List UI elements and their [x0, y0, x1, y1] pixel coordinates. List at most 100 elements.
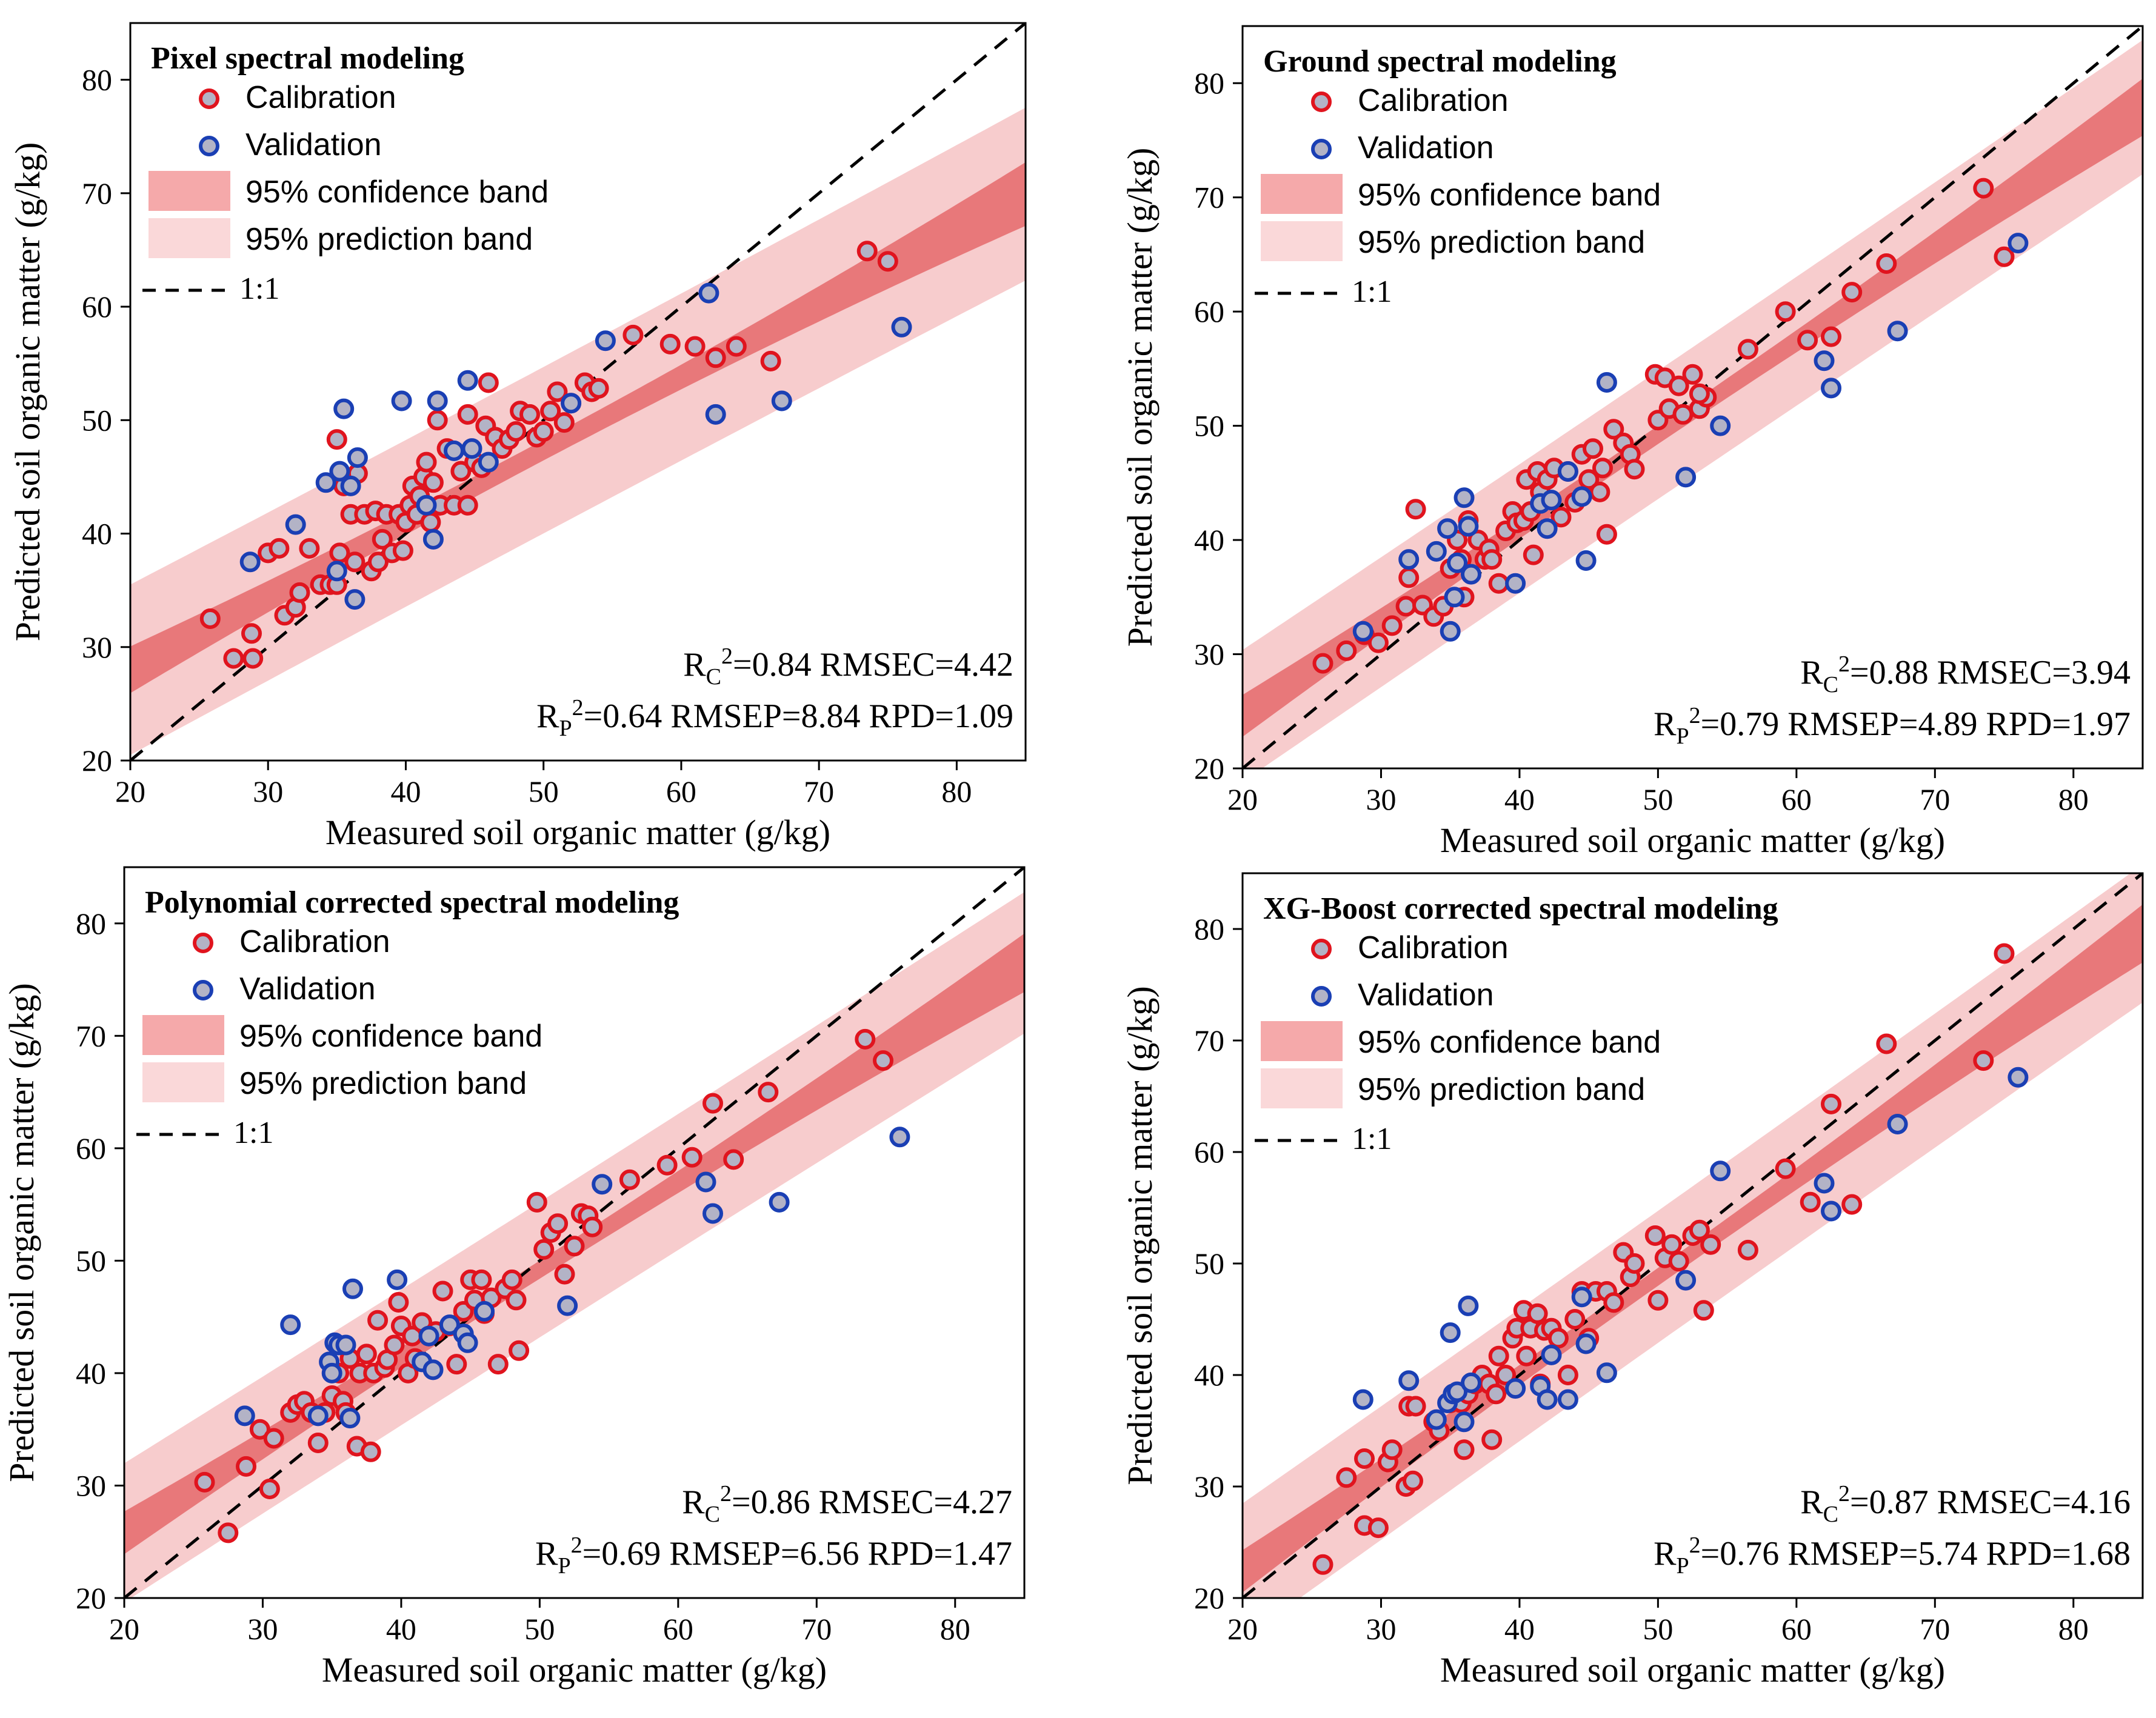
x-axis-label: Measured soil organic matter (g/kg): [1440, 1650, 1945, 1690]
calibration-point: [1624, 1253, 1645, 1274]
validation-stats: RP2=0.69 RMSEP=6.56 RPD=1.47: [535, 1533, 1012, 1579]
calibration-point: [1381, 615, 1403, 636]
calibration-point: [856, 241, 878, 262]
validation-point: [427, 390, 448, 411]
legend-confidence-label: 95% confidence band: [245, 175, 549, 210]
calibration-point: [1367, 1517, 1389, 1539]
x-tick-label: 20: [109, 1612, 139, 1646]
calibration-point: [367, 1310, 389, 1331]
validation-point: [457, 370, 478, 391]
validation-point: [2007, 1067, 2029, 1088]
x-tick-label: 70: [804, 774, 834, 808]
y-tick-label: 20: [76, 1581, 106, 1615]
calibration-point: [619, 1169, 640, 1190]
legend-confidence-swatch: [142, 1015, 224, 1055]
calibration-point: [1523, 544, 1544, 565]
calibration-stats: RC2=0.84 RMSEC=4.42: [683, 644, 1013, 690]
validation-point: [2007, 233, 2029, 254]
y-tick-label: 70: [1194, 181, 1224, 215]
calibration-point: [588, 378, 609, 399]
validation-point: [280, 1314, 301, 1336]
legend-confidence-swatch: [1261, 174, 1343, 214]
legend-confidence-label: 95% confidence band: [239, 1019, 542, 1054]
calibration-point: [1312, 1554, 1333, 1575]
legend-prediction-swatch: [1261, 1068, 1343, 1108]
y-tick-label: 30: [1194, 1470, 1224, 1503]
calibration-point: [1367, 632, 1389, 653]
panel-title: Ground spectral modeling: [1263, 44, 1617, 79]
x-tick-label: 70: [1920, 782, 1950, 816]
calibration-point: [236, 1456, 256, 1477]
calibration-point: [726, 336, 747, 357]
legend-validation-marker: [1311, 986, 1332, 1007]
legend-validation-label: Validation: [1358, 130, 1494, 165]
x-tick-label: 60: [663, 1612, 693, 1646]
validation-point: [1596, 1362, 1617, 1383]
calibration-point: [1589, 481, 1610, 502]
validation-point: [1458, 1295, 1479, 1316]
validation-point: [418, 1325, 439, 1347]
calibration-point: [533, 421, 554, 442]
calibration-point: [1596, 524, 1617, 545]
calibration-point: [450, 461, 472, 482]
y-tick-label: 60: [1194, 1135, 1224, 1169]
calibration-point: [501, 1269, 522, 1290]
validation-point: [1557, 1389, 1578, 1410]
calibration-point: [656, 1154, 678, 1176]
legend-validation-label: Validation: [239, 971, 376, 1007]
y-tick-label: 80: [1194, 912, 1224, 946]
validation-point: [347, 447, 368, 468]
y-tick-label: 20: [1194, 751, 1224, 785]
calibration-point: [705, 347, 726, 368]
y-tick-label: 80: [76, 907, 106, 941]
calibration-point: [553, 412, 575, 433]
validation-point: [1440, 621, 1461, 642]
x-tick-label: 50: [524, 1612, 555, 1646]
calibration-point: [384, 1334, 405, 1356]
calibration-point: [1668, 375, 1689, 396]
validation-point: [1575, 550, 1597, 571]
panel-title: XG-Boost corrected spectral modeling: [1263, 891, 1778, 926]
calibration-point: [1647, 1290, 1669, 1311]
calibration-point: [263, 1428, 284, 1449]
x-tick-label: 80: [941, 774, 972, 808]
calibration-point: [326, 429, 347, 450]
calibration-point: [519, 404, 540, 425]
calibration-point: [622, 324, 644, 345]
calibration-point: [242, 648, 264, 669]
calibration-point: [703, 1093, 723, 1114]
calibration-stats: RC2=0.86 RMSEC=4.27: [682, 1481, 1012, 1527]
calibration-point: [299, 538, 320, 559]
validation-point: [1541, 490, 1562, 511]
validation-point: [1887, 321, 1908, 342]
y-tick-label: 80: [1194, 66, 1224, 100]
x-tick-label: 80: [2058, 1612, 2089, 1646]
y-tick-label: 70: [76, 1019, 106, 1053]
calibration-point: [1453, 1439, 1475, 1460]
plot-frame: [123, 866, 1026, 1599]
validation-point: [891, 316, 912, 338]
calibration-point: [1557, 1365, 1578, 1385]
calibration-point: [1578, 469, 1600, 490]
validation-point: [391, 390, 412, 411]
plot-frame: [1241, 872, 2144, 1599]
y-tick-label: 20: [82, 744, 112, 777]
validation-point: [1352, 621, 1373, 642]
calibration-point: [509, 1340, 530, 1361]
x-tick-label: 30: [253, 774, 283, 808]
legend-confidence-swatch: [1261, 1021, 1343, 1061]
calibration-point: [420, 511, 441, 533]
calibration-point: [1800, 1191, 1821, 1213]
validation-point: [315, 472, 336, 493]
one-to-one-line: [1243, 873, 2143, 1598]
calibration-point: [855, 1028, 876, 1050]
validation-point: [1398, 549, 1420, 570]
validation-point: [1821, 1200, 1841, 1222]
y-tick-label: 60: [1194, 295, 1224, 328]
calibration-point: [307, 1433, 329, 1453]
x-axis-label: Measured soil organic matter (g/kg): [325, 813, 830, 852]
x-tick-label: 70: [801, 1612, 832, 1646]
calibration-point: [1737, 1239, 1758, 1260]
calibration-point: [1488, 573, 1509, 594]
